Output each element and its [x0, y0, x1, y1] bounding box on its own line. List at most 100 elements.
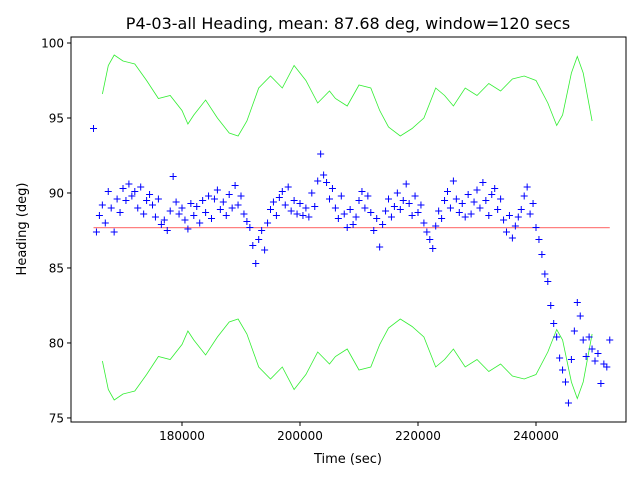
- y-tick-label: 90: [49, 186, 64, 200]
- data-point: [181, 216, 189, 224]
- data-point: [116, 208, 124, 216]
- data-point: [196, 219, 204, 227]
- data-point: [205, 192, 213, 200]
- data-point: [376, 243, 384, 251]
- data-point: [488, 190, 496, 198]
- data-point: [113, 195, 121, 203]
- data-point: [95, 211, 103, 219]
- data-point: [261, 246, 269, 254]
- axes-frame: [70, 36, 627, 423]
- data-point: [293, 210, 301, 218]
- data-point: [104, 187, 112, 195]
- data-point: [497, 195, 505, 203]
- data-point: [146, 190, 154, 198]
- x-axis-label: Time (sec): [313, 452, 382, 467]
- data-point: [252, 259, 260, 267]
- data-point: [444, 187, 452, 195]
- data-point: [246, 223, 254, 231]
- data-point: [564, 399, 572, 407]
- data-point: [334, 214, 342, 222]
- data-point: [606, 336, 614, 344]
- data-point: [553, 333, 561, 341]
- data-point: [134, 204, 142, 212]
- data-point: [213, 186, 221, 194]
- y-axis: 75 80 85 90 95 100: [41, 36, 71, 425]
- data-point: [452, 195, 460, 203]
- data-point: [299, 211, 307, 219]
- data-point: [591, 357, 599, 365]
- data-point: [160, 216, 168, 224]
- data-point: [399, 196, 407, 204]
- data-point: [414, 208, 422, 216]
- data-point: [202, 208, 210, 216]
- lower-band-line: [102, 318, 593, 401]
- data-point: [234, 201, 242, 209]
- data-point: [184, 225, 192, 233]
- data-point: [151, 213, 159, 221]
- data-point: [387, 213, 395, 221]
- x-axis: 180000 200000 220000 240000: [159, 422, 559, 443]
- data-point: [556, 354, 564, 362]
- data-point: [588, 345, 596, 353]
- data-point: [408, 211, 416, 219]
- y-tick-label: 80: [49, 336, 64, 350]
- data-point: [143, 196, 151, 204]
- data-point: [520, 192, 528, 200]
- data-point: [190, 211, 198, 219]
- data-point: [603, 363, 611, 371]
- data-point: [208, 214, 216, 222]
- data-point: [458, 199, 466, 207]
- data-point: [600, 360, 608, 368]
- data-point: [570, 327, 578, 335]
- data-point: [503, 228, 511, 236]
- y-tick-label: 100: [41, 36, 64, 50]
- data-point: [390, 202, 398, 210]
- data-point: [140, 210, 148, 218]
- data-point: [523, 183, 531, 191]
- data-point: [479, 178, 487, 186]
- data-point: [382, 207, 390, 215]
- data-point: [464, 190, 472, 198]
- data-point: [393, 189, 401, 197]
- x-tick-label: 200000: [277, 429, 323, 443]
- data-point: [579, 336, 587, 344]
- y-tick-label: 85: [49, 261, 64, 275]
- data-point: [305, 213, 313, 221]
- data-point: [355, 196, 363, 204]
- data-point: [494, 205, 502, 213]
- data-point: [278, 187, 286, 195]
- data-point: [216, 205, 224, 213]
- upper-band-line: [102, 54, 593, 137]
- data-point: [467, 210, 475, 218]
- data-point: [426, 235, 434, 243]
- data-point: [163, 226, 171, 234]
- data-point: [331, 204, 339, 212]
- data-point: [169, 172, 177, 180]
- data-point: [576, 312, 584, 320]
- data-point: [482, 196, 490, 204]
- data-point: [281, 201, 289, 209]
- data-point: [396, 205, 404, 213]
- data-point: [476, 204, 484, 212]
- x-tick-label: 240000: [513, 429, 559, 443]
- data-point: [361, 204, 369, 212]
- data-point: [314, 177, 322, 185]
- data-point: [526, 210, 534, 218]
- data-point: [446, 204, 454, 212]
- data-point: [349, 220, 357, 228]
- data-point: [337, 192, 345, 200]
- data-point: [367, 208, 375, 216]
- data-point: [267, 205, 275, 213]
- data-point: [326, 195, 334, 203]
- data-point: [178, 204, 186, 212]
- x-tick-label: 220000: [395, 429, 441, 443]
- data-point: [559, 366, 567, 374]
- data-point: [364, 192, 372, 200]
- data-point: [438, 214, 446, 222]
- data-point: [461, 213, 469, 221]
- data-point: [517, 205, 525, 213]
- chart-title: P4-03-all Heading, mean: 87.68 deg, wind…: [126, 14, 570, 33]
- data-point: [346, 205, 354, 213]
- data-point: [470, 198, 478, 206]
